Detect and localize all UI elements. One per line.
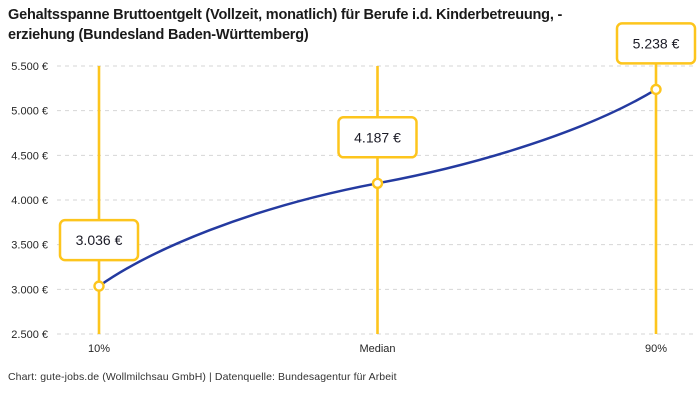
x-axis-tick-label: 10%	[88, 343, 110, 355]
chart-title-line1: Gehaltsspanne Bruttoentgelt (Vollzeit, m…	[8, 7, 563, 23]
y-axis-tick-label: 5.000 €	[11, 106, 48, 118]
data-point-marker[interactable]	[93, 280, 105, 292]
x-axis-tick-label: 90%	[645, 343, 667, 355]
x-axis-tick-label: Median	[359, 343, 395, 355]
chart-title-line2: erziehung (Bundesland Baden-Württemberg)	[8, 27, 309, 43]
data-point-marker[interactable]	[650, 83, 662, 96]
value-label-box	[58, 218, 140, 262]
data-point-marker[interactable]	[371, 177, 384, 189]
value-label-box	[615, 22, 697, 65]
y-axis-tick-label: 3.500 €	[11, 240, 48, 252]
y-axis-tick-label: 2.500 €	[11, 329, 48, 341]
value-label-box	[337, 116, 418, 159]
y-axis-tick-label: 5.500 €	[11, 61, 48, 73]
chart-source-attribution: Chart: gute-jobs.de (Wollmilchsau GmbH) …	[8, 371, 397, 383]
value-label: 5.238 €	[633, 35, 680, 51]
value-label: 4.187 €	[354, 129, 401, 145]
value-label: 3.036 €	[76, 232, 123, 248]
y-axis-tick-label: 4.000 €	[11, 195, 48, 207]
y-axis-tick-label: 3.000 €	[11, 284, 48, 296]
chart-title: Gehaltsspanne Bruttoentgelt (Vollzeit, m…	[8, 5, 688, 45]
y-axis-tick-label: 4.500 €	[11, 150, 48, 162]
